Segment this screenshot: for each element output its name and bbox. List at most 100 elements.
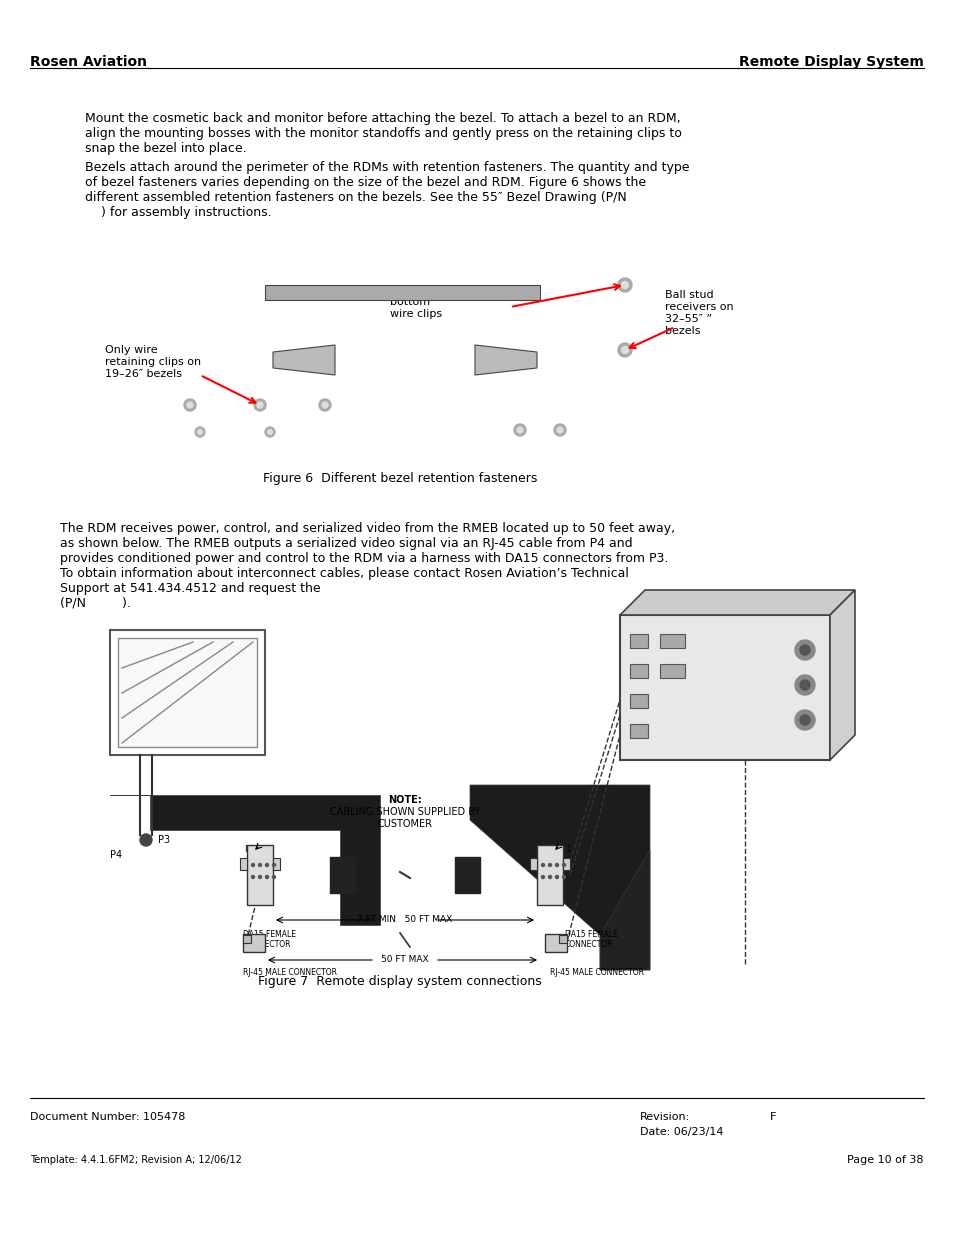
Text: retaining clips on: retaining clips on [105, 357, 201, 367]
Text: 19–26″ bezels: 19–26″ bezels [105, 369, 182, 379]
Bar [273, 858, 280, 869]
Text: Bezels attach around the perimeter of the RDMs with retention fasteners. The qua: Bezels attach around the perimeter of th… [85, 161, 689, 174]
Polygon shape [599, 850, 649, 969]
Polygon shape [110, 795, 379, 925]
Circle shape [800, 715, 809, 725]
Circle shape [265, 863, 268, 867]
Circle shape [618, 343, 631, 357]
Text: of bezel fasteners varies depending on the size of the bezel and RDM. Figure 6 s: of bezel fasteners varies depending on t… [85, 177, 645, 189]
Circle shape [555, 863, 558, 867]
Circle shape [252, 876, 254, 878]
Text: P4: P4 [110, 850, 122, 860]
Text: different assembled retention fasteners on the bezels. See the 55″ Bezel Drawing: different assembled retention fasteners … [85, 191, 626, 204]
Text: wire clips: wire clips [390, 309, 441, 319]
Circle shape [273, 876, 275, 878]
Circle shape [184, 399, 195, 411]
Polygon shape [273, 345, 335, 375]
Text: RJ-45 MALE CONNECTOR: RJ-45 MALE CONNECTOR [243, 968, 336, 977]
Text: Rosen Aviation: Rosen Aviation [30, 56, 147, 69]
Text: 50 FT MAX: 50 FT MAX [381, 955, 428, 965]
Text: NOTE:: NOTE: [388, 795, 421, 805]
Circle shape [140, 834, 152, 846]
Text: align the mounting bosses with the monitor standoffs and gently press on the ret: align the mounting bosses with the monit… [85, 127, 681, 140]
Circle shape [618, 278, 631, 291]
Bar [537, 845, 562, 905]
Circle shape [548, 863, 551, 867]
Text: P3: P3 [158, 835, 170, 845]
Bar [629, 664, 647, 678]
Text: snap the bezel into place.: snap the bezel into place. [85, 142, 247, 156]
Circle shape [554, 424, 565, 436]
Bar [330, 857, 355, 893]
Circle shape [197, 430, 202, 435]
Circle shape [273, 863, 275, 867]
Circle shape [794, 676, 814, 695]
Circle shape [514, 424, 525, 436]
Circle shape [557, 427, 562, 433]
Text: Top and: Top and [390, 285, 433, 295]
Text: Revision:: Revision: [639, 1112, 690, 1123]
Text: (P/N         ).: (P/N ). [60, 597, 131, 610]
Circle shape [258, 876, 261, 878]
Bar [243, 934, 265, 952]
Text: 32–55″ ”: 32–55″ ” [664, 314, 711, 324]
Bar [619, 615, 829, 760]
Bar [455, 857, 479, 893]
Circle shape [800, 645, 809, 655]
Polygon shape [829, 590, 854, 760]
Bar [659, 634, 684, 648]
Circle shape [265, 427, 274, 437]
Text: CUSTOMER: CUSTOMER [377, 819, 432, 829]
Bar [530, 858, 537, 869]
Bar [243, 935, 251, 944]
Text: F: F [769, 1112, 776, 1123]
Text: The RDM receives power, control, and serialized video from the RMEB located up t: The RDM receives power, control, and ser… [60, 522, 675, 535]
Circle shape [541, 863, 544, 867]
Polygon shape [265, 285, 539, 300]
Circle shape [548, 876, 551, 878]
Text: as shown below. The RMEB outputs a serialized video signal via an RJ-45 cable fr: as shown below. The RMEB outputs a seria… [60, 537, 632, 550]
Text: Date: 06/23/14: Date: 06/23/14 [639, 1128, 722, 1137]
Circle shape [620, 347, 628, 353]
Circle shape [253, 399, 266, 411]
Text: To obtain information about interconnect cables, please contact Rosen Aviation’s: To obtain information about interconnect… [60, 567, 628, 580]
Text: Support at 541.434.4512 and request the: Support at 541.434.4512 and request the [60, 582, 320, 595]
Circle shape [256, 403, 263, 408]
Circle shape [258, 863, 261, 867]
Text: Remote Display System: Remote Display System [739, 56, 923, 69]
Text: DA15 FEMALE
CONNECTOR: DA15 FEMALE CONNECTOR [564, 930, 618, 950]
Text: Figure 6  Different bezel retention fasteners: Figure 6 Different bezel retention faste… [262, 472, 537, 485]
Text: receivers on: receivers on [664, 303, 733, 312]
Circle shape [517, 427, 522, 433]
Text: PIN 1: PIN 1 [245, 845, 267, 853]
Circle shape [562, 876, 565, 878]
Polygon shape [470, 785, 649, 969]
Text: Page 10 of 38: Page 10 of 38 [846, 1155, 923, 1165]
Circle shape [265, 876, 268, 878]
Text: RJ-45 MALE CONNECTOR: RJ-45 MALE CONNECTOR [550, 968, 643, 977]
Circle shape [194, 427, 205, 437]
Bar [629, 634, 647, 648]
Circle shape [322, 403, 328, 408]
Circle shape [252, 863, 254, 867]
Polygon shape [475, 345, 537, 375]
Text: Figure 7  Remote display system connections: Figure 7 Remote display system connectio… [258, 974, 541, 988]
Bar [629, 724, 647, 739]
Bar [629, 694, 647, 708]
Bar [247, 845, 273, 905]
Bar [558, 935, 566, 944]
Text: bezels: bezels [664, 326, 700, 336]
Circle shape [794, 710, 814, 730]
Bar [110, 630, 265, 755]
Bar [659, 664, 684, 678]
Text: CABLING SHOWN SUPPLIED BY: CABLING SHOWN SUPPLIED BY [330, 806, 479, 818]
Circle shape [318, 399, 331, 411]
Text: Document Number: 105478: Document Number: 105478 [30, 1112, 185, 1123]
Circle shape [794, 640, 814, 659]
Polygon shape [619, 590, 854, 615]
Text: PIN 1: PIN 1 [550, 845, 571, 853]
Text: Only wire: Only wire [105, 345, 157, 354]
Text: Template: 4.4.1.6FM2; Revision A; 12/06/12: Template: 4.4.1.6FM2; Revision A; 12/06/… [30, 1155, 242, 1165]
Text: Ball stud: Ball stud [664, 290, 713, 300]
Text: ) for assembly instructions.: ) for assembly instructions. [85, 206, 272, 219]
